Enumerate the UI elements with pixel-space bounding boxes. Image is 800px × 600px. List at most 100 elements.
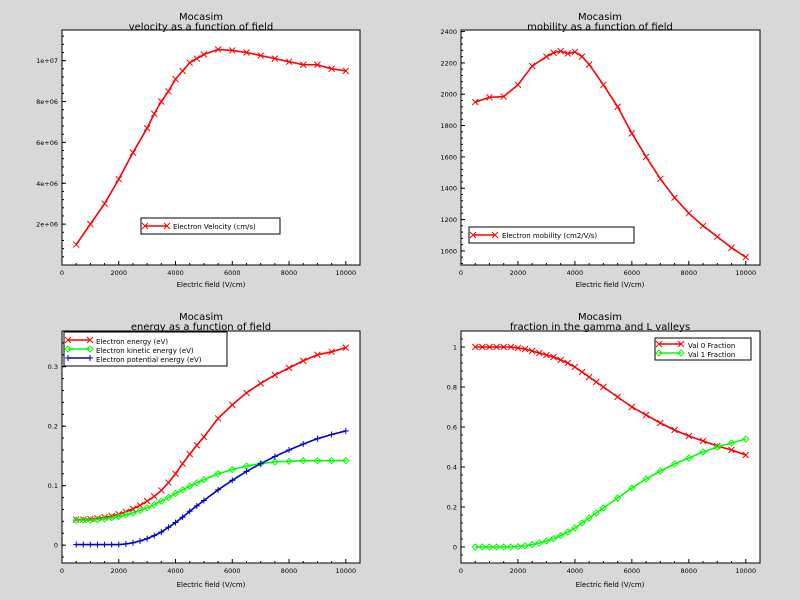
data-point — [179, 460, 186, 468]
x-tick-label: 2000 — [110, 269, 127, 277]
data-point — [300, 441, 307, 448]
data-point — [613, 494, 622, 502]
data-point — [578, 368, 586, 376]
data-point — [193, 55, 201, 62]
data-point — [542, 537, 551, 545]
data-point — [136, 501, 144, 509]
data-point — [550, 353, 557, 361]
y-tick-label: 1 — [453, 344, 457, 352]
x-tick-label: 8000 — [281, 567, 298, 575]
data-point — [243, 49, 250, 56]
data-point — [528, 347, 536, 355]
data-point — [699, 222, 707, 230]
legend-symbol — [469, 231, 499, 239]
data-point — [243, 468, 250, 475]
data-point — [165, 87, 172, 95]
legend: Electron energy (eV) Electron kinetic en… — [63, 331, 228, 367]
data-point — [214, 46, 222, 53]
data-point — [299, 61, 307, 69]
data-point — [87, 541, 94, 548]
legend-marker — [65, 355, 71, 361]
data-point — [186, 508, 193, 515]
data-point — [521, 542, 529, 550]
data-point — [528, 62, 536, 70]
data-point — [507, 343, 515, 351]
data-point — [500, 343, 508, 351]
data-point — [285, 364, 293, 372]
data-point — [314, 435, 321, 442]
data-point — [108, 541, 115, 548]
data-point — [94, 541, 101, 548]
data-point — [493, 343, 500, 351]
data-point — [656, 467, 665, 475]
data-point — [571, 524, 579, 532]
data-point — [713, 233, 721, 241]
data-point — [642, 411, 650, 419]
data-point — [157, 497, 166, 505]
legend-marker — [87, 355, 93, 361]
data-point — [129, 149, 137, 156]
data-point — [107, 514, 116, 522]
x-tick-label: 4000 — [567, 567, 584, 575]
data-point — [172, 470, 179, 478]
data-point — [578, 519, 586, 527]
y-tick-label: 2e+06 — [36, 221, 58, 229]
chart-subtitle: mobility as a function of field — [527, 22, 673, 33]
data-point — [144, 535, 151, 542]
chart-title: Mocasim — [578, 312, 622, 323]
data-point — [178, 486, 187, 494]
chart-subtitle: fraction in the gamma and L valleys — [510, 322, 690, 333]
data-point — [671, 426, 678, 434]
data-point — [600, 81, 607, 89]
data-point — [564, 528, 572, 536]
data-point — [699, 437, 707, 445]
y-tick-label: 1800 — [440, 122, 457, 130]
chart-title: Mocasim — [179, 312, 223, 323]
data-point — [257, 460, 264, 467]
x-axis-label: Electric field (V/cm) — [177, 581, 246, 589]
data-point — [129, 509, 137, 517]
legend-marker — [64, 336, 72, 344]
data-point — [342, 456, 350, 465]
data-point — [486, 343, 493, 351]
data-point — [243, 389, 250, 397]
x-tick-label: 8000 — [681, 269, 698, 277]
data-point — [528, 540, 536, 549]
data-point — [228, 401, 236, 409]
data-point — [271, 55, 279, 62]
data-point — [228, 47, 236, 54]
data-point — [193, 478, 201, 487]
data-point — [328, 348, 335, 356]
data-point — [557, 47, 565, 55]
plot-area — [460, 29, 761, 266]
data-point — [685, 454, 693, 462]
data-point — [150, 110, 158, 118]
legend-box — [63, 331, 228, 367]
legend-marker — [469, 231, 477, 239]
data-point — [628, 484, 636, 492]
data-point — [214, 415, 222, 422]
y-tick-label: 0 — [54, 542, 58, 550]
series-val-1-fraction — [471, 435, 750, 551]
legend-box — [140, 217, 281, 235]
data-point — [471, 98, 479, 106]
data-point — [129, 539, 136, 546]
data-point — [229, 477, 236, 484]
y-tick-label: 2400 — [440, 28, 457, 36]
data-point — [507, 543, 515, 551]
x-tick-label: 2000 — [110, 567, 127, 575]
data-point — [478, 543, 487, 551]
data-point — [557, 356, 565, 364]
x-tick-label: 6000 — [224, 269, 241, 277]
data-point — [86, 516, 95, 524]
data-point — [200, 51, 208, 58]
data-point — [685, 209, 693, 217]
data-point — [115, 512, 123, 521]
data-point — [257, 52, 265, 59]
data-point — [164, 493, 173, 502]
data-point — [500, 543, 508, 551]
legend: Electron mobility (cm2/V/s) — [468, 226, 635, 244]
data-point — [543, 53, 550, 60]
legend-marker — [491, 231, 499, 239]
y-tick-label: 0.3 — [48, 363, 58, 371]
